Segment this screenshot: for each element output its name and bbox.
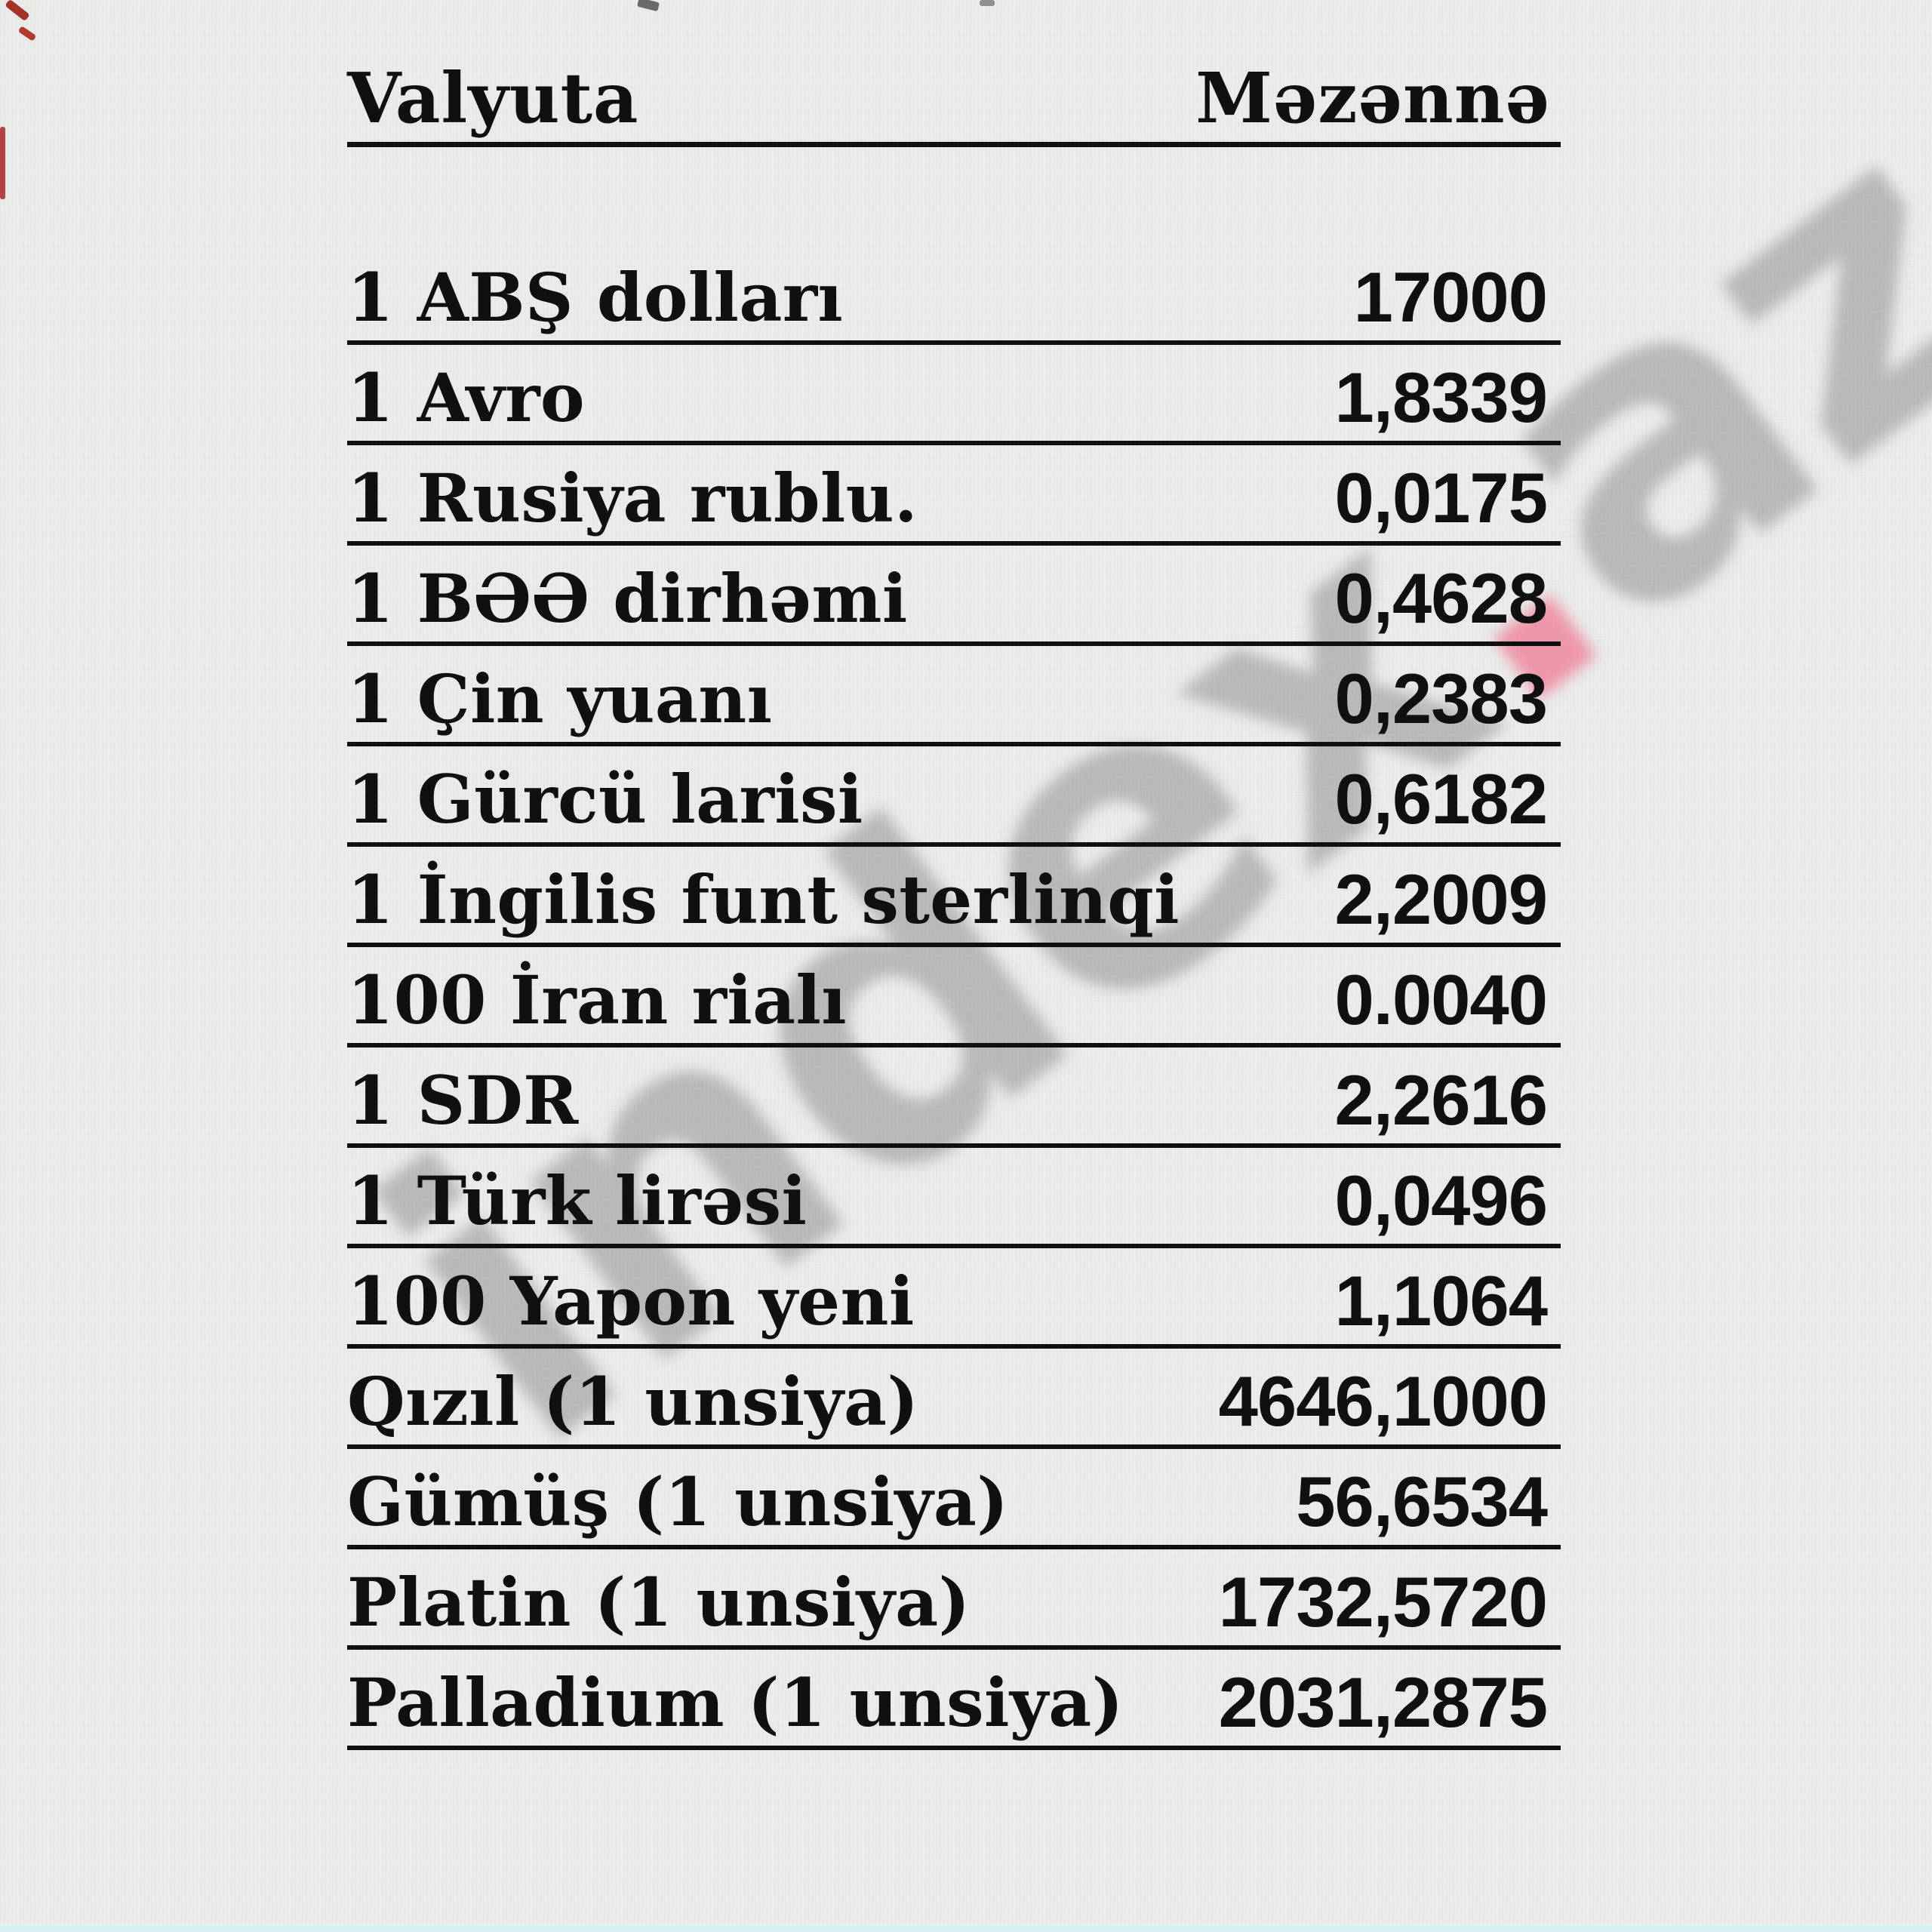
scan-artifact-left-streak — [0, 127, 5, 199]
currency-cell: Palladium (1 unsiya) — [347, 1663, 1124, 1742]
rate-cell: 17000 — [1353, 257, 1548, 337]
currency-cell: 100 İran rialı — [347, 961, 848, 1039]
rate-cell: 0,0175 — [1334, 458, 1548, 537]
rate-cell: 2,2616 — [1334, 1060, 1548, 1140]
table-row: Platin (1 unsiya) 1732,5720 — [347, 1549, 1561, 1650]
table-header-row: Valyuta Məzənnə — [347, 57, 1561, 147]
currency-cell: 1 Türk lirəsi — [347, 1161, 808, 1240]
currency-cell: 1 Avro — [347, 358, 585, 437]
table-row: 1 Avro 1,8339 — [347, 345, 1561, 445]
table-row: Gümüş (1 unsiya) 56,6534 — [347, 1449, 1561, 1549]
currency-cell: 1 SDR — [347, 1061, 579, 1140]
rate-cell: 1,1064 — [1334, 1261, 1548, 1340]
table-row: 1 Rusiya rublu. 0,0175 — [347, 445, 1561, 546]
rates-table-body: 1 ABŞ dolları 17000 1 Avro 1,8339 1 Rusi… — [347, 245, 1561, 1750]
table-row: 1 Türk lirəsi 0,0496 — [347, 1148, 1561, 1248]
rate-cell: 0.0040 — [1334, 960, 1548, 1039]
currency-cell: 1 Rusiya rublu. — [347, 459, 918, 537]
currency-cell: 1 İngilis funt sterlinqi — [347, 860, 1180, 939]
header-rate: Məzənnə — [1195, 57, 1550, 139]
table-row: Qızıl (1 unsiya) 4646,1000 — [347, 1349, 1561, 1449]
table-row: 1 İngilis funt sterlinqi 2,2009 — [347, 847, 1561, 947]
rate-cell: 0,6182 — [1334, 759, 1548, 838]
currency-cell: 1 Çin yuanı — [347, 660, 773, 738]
rate-cell: 2031,2875 — [1218, 1663, 1548, 1742]
currency-cell: 1 Gürcü larisi — [347, 760, 863, 838]
rate-cell: 1,8339 — [1334, 358, 1548, 437]
table-row: 100 Yapon yeni 1,1064 — [347, 1248, 1561, 1349]
table-row: 1 ABŞ dolları 17000 — [347, 245, 1561, 345]
currency-cell: Gümüş (1 unsiya) — [347, 1463, 1009, 1541]
table-row: 100 İran rialı 0.0040 — [347, 947, 1561, 1048]
scan-artifact-corner-dash — [17, 26, 37, 42]
rates-table: Valyuta Məzənnə 1 ABŞ dolları 17000 1 Av… — [347, 57, 1561, 1750]
currency-cell: Platin (1 unsiya) — [347, 1563, 971, 1641]
rate-cell: 4646,1000 — [1218, 1361, 1548, 1441]
bottom-edge-strip — [0, 1924, 1932, 1932]
rate-cell: 0,4628 — [1334, 558, 1548, 638]
rate-cell: 0,2383 — [1334, 659, 1548, 738]
currency-cell: 100 Yapon yeni — [347, 1262, 915, 1340]
table-row: 1 BƏƏ dirhəmi 0,4628 — [347, 546, 1561, 646]
table-row: 1 SDR 2,2616 — [347, 1048, 1561, 1148]
header-currency: Valyuta — [347, 57, 639, 139]
rate-cell: 56,6534 — [1296, 1462, 1548, 1541]
table-row: 1 Gürcü larisi 0,6182 — [347, 746, 1561, 847]
scan-artifact-top-dash — [980, 0, 995, 6]
table-row: Palladium (1 unsiya) 2031,2875 — [347, 1650, 1561, 1750]
table-row: 1 Çin yuanı 0,2383 — [347, 646, 1561, 746]
currency-cell: Qızıl (1 unsiya) — [347, 1362, 919, 1441]
currency-cell: 1 ABŞ dolları — [347, 258, 844, 337]
rate-cell: 0,0496 — [1334, 1161, 1548, 1240]
currency-cell: 1 BƏƏ dirhəmi — [347, 559, 908, 638]
rate-cell: 2,2009 — [1334, 860, 1548, 939]
rate-cell: 1732,5720 — [1218, 1562, 1548, 1641]
scan-artifact-corner-dash — [5, 0, 30, 22]
scan-artifact-top-dash — [636, 0, 660, 12]
